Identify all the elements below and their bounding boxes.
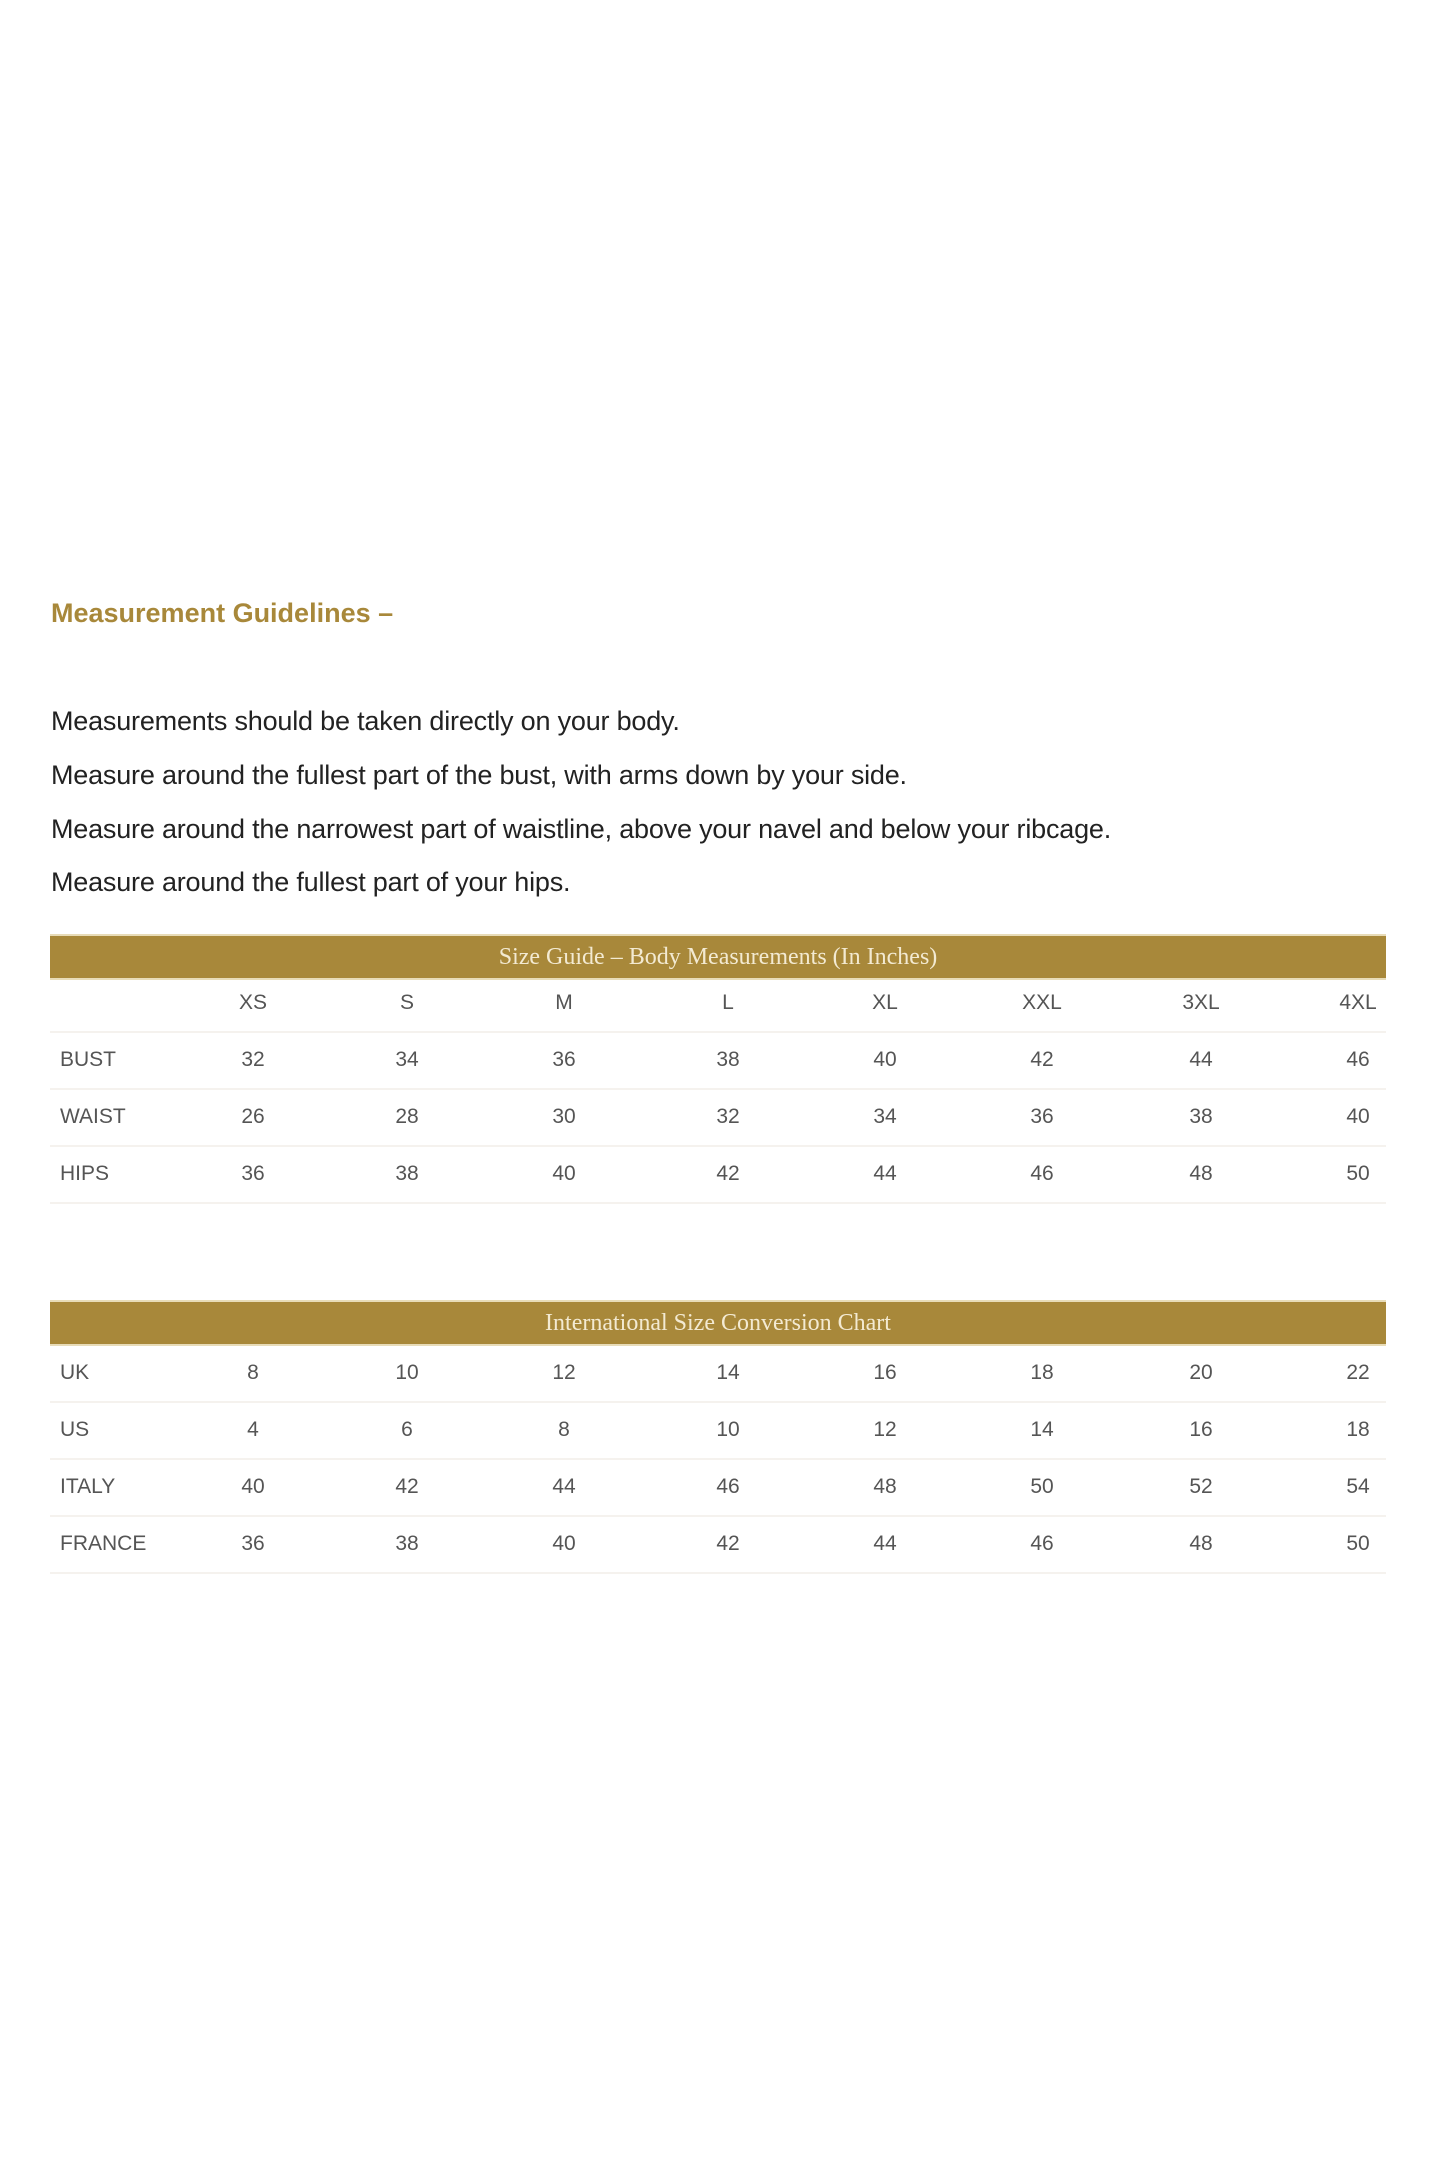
row-label: FRANCE xyxy=(60,1532,147,1555)
table-cell: 36 xyxy=(241,1162,265,1185)
row-label: HIPS xyxy=(60,1162,110,1185)
table-cell: 52 xyxy=(1189,1475,1213,1498)
table-cell: 12 xyxy=(873,1418,897,1441)
table-cell: 46 xyxy=(1030,1162,1054,1185)
section-heading: Measurement Guidelines – xyxy=(51,598,394,628)
table-row: HIPS 36 38 40 42 44 46 48 50 xyxy=(50,1145,1386,1204)
table-row: US 4 6 8 10 12 14 16 18 xyxy=(50,1401,1386,1460)
table-cell: 36 xyxy=(241,1532,265,1555)
table-cell: 46 xyxy=(1030,1532,1054,1555)
table-cell: 44 xyxy=(873,1162,897,1185)
table-cell: 50 xyxy=(1346,1162,1370,1185)
table-cell: 38 xyxy=(395,1532,419,1555)
table-cell: 42 xyxy=(716,1532,740,1555)
table-cell: XL xyxy=(872,991,898,1014)
table-cell: 40 xyxy=(241,1475,265,1498)
row-label: UK xyxy=(60,1361,90,1384)
table-cell: 8 xyxy=(558,1418,570,1441)
table-cell: 46 xyxy=(1346,1048,1370,1071)
table-cell: 38 xyxy=(395,1162,419,1185)
table-cell: 34 xyxy=(873,1105,897,1128)
table-cell: 6 xyxy=(401,1418,413,1441)
table-cell: 32 xyxy=(716,1105,740,1128)
table-cell: M xyxy=(555,991,573,1014)
table-cell: 48 xyxy=(873,1475,897,1498)
header-row: XS S M L XL XXL 3XL 4XL xyxy=(50,974,1386,1033)
table-cell: 10 xyxy=(395,1361,419,1384)
table-row: WAIST 26 28 30 32 34 36 38 40 xyxy=(50,1088,1386,1147)
table-cell: 48 xyxy=(1189,1532,1213,1555)
conversion-chart-title: International Size Conversion Chart xyxy=(50,1300,1386,1346)
table-cell: 12 xyxy=(552,1361,576,1384)
table-cell: 42 xyxy=(716,1162,740,1185)
table-cell: 14 xyxy=(716,1361,740,1384)
table-cell: 18 xyxy=(1030,1361,1054,1384)
table-cell: 50 xyxy=(1030,1475,1054,1498)
table-cell: 14 xyxy=(1030,1418,1054,1441)
table-cell: 40 xyxy=(552,1162,576,1185)
table-cell: 16 xyxy=(1189,1418,1213,1441)
table-cell: 40 xyxy=(552,1532,576,1555)
table-cell: 38 xyxy=(716,1048,740,1071)
table-cell: 18 xyxy=(1346,1418,1370,1441)
row-label: ITALY xyxy=(60,1475,116,1498)
table-cell: 44 xyxy=(552,1475,576,1498)
table-cell: 46 xyxy=(716,1475,740,1498)
table-cell: 44 xyxy=(873,1532,897,1555)
table-cell: L xyxy=(722,991,734,1014)
table-cell: XXL xyxy=(1022,991,1062,1014)
table-cell: 44 xyxy=(1189,1048,1213,1071)
table-cell: 4XL xyxy=(1339,991,1377,1014)
row-label: BUST xyxy=(60,1048,117,1071)
row-label: US xyxy=(60,1418,90,1441)
guideline-text: Measure around the fullest part of your … xyxy=(51,867,571,897)
table-cell: S xyxy=(399,991,415,1014)
guideline-text: Measure around the fullest part of the b… xyxy=(51,760,907,790)
table-cell: 42 xyxy=(1030,1048,1054,1071)
table-cell: 42 xyxy=(395,1475,419,1498)
table-cell: XS xyxy=(238,991,268,1014)
table-row: FRANCE 36 38 40 42 44 46 48 50 xyxy=(50,1515,1386,1574)
table-cell: 3XL xyxy=(1182,991,1220,1014)
table-cell: 16 xyxy=(873,1361,897,1384)
table-row: BUST 32 34 36 38 40 42 44 46 xyxy=(50,1031,1386,1090)
table-cell: 48 xyxy=(1189,1162,1213,1185)
table-cell: 54 xyxy=(1346,1475,1370,1498)
guideline-text: Measure around the narrowest part of wai… xyxy=(51,814,1112,844)
table-cell: 40 xyxy=(873,1048,897,1071)
table-cell: 8 xyxy=(247,1361,259,1384)
table-cell: 38 xyxy=(1189,1105,1213,1128)
table-cell: 4 xyxy=(247,1418,259,1441)
row-label: WAIST xyxy=(60,1105,126,1128)
table-cell: 50 xyxy=(1346,1532,1370,1555)
table-cell: 32 xyxy=(241,1048,265,1071)
table-cell: 30 xyxy=(552,1105,576,1128)
table-row: ITALY 40 42 44 46 48 50 52 54 xyxy=(50,1458,1386,1517)
table-cell: 28 xyxy=(395,1105,419,1128)
table-cell: 36 xyxy=(1030,1105,1054,1128)
size-guide-title: Size Guide – Body Measurements (In Inche… xyxy=(50,934,1386,980)
table-row: UK 8 10 12 14 16 18 20 22 xyxy=(50,1344,1386,1403)
table-cell: 22 xyxy=(1346,1361,1370,1384)
table-cell: 20 xyxy=(1189,1361,1213,1384)
table-cell: 36 xyxy=(552,1048,576,1071)
table-cell: 40 xyxy=(1346,1105,1370,1128)
table-cell: 34 xyxy=(395,1048,419,1071)
table-cell: 10 xyxy=(716,1418,740,1441)
guideline-text: Measurements should be taken directly on… xyxy=(51,706,680,736)
table-cell: 26 xyxy=(241,1105,265,1128)
